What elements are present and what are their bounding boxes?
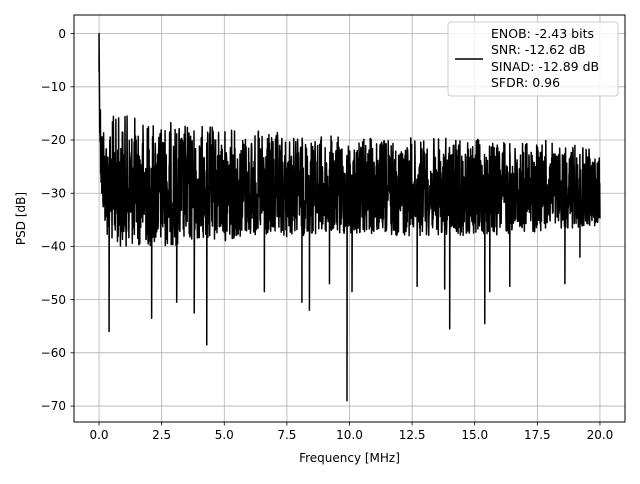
x-axis-label: Frequency [MHz] bbox=[299, 451, 400, 465]
x-tick-label: 5.0 bbox=[215, 428, 234, 442]
y-axis-label: PSD [dB] bbox=[14, 192, 28, 245]
y-tick-label: 0 bbox=[58, 27, 66, 41]
y-axis-ticks: 0 −10 −20 −30 −40 −50 −60 −70 bbox=[41, 27, 74, 413]
x-tick-label: 17.5 bbox=[524, 428, 551, 442]
legend-line-snr: SNR: -12.62 dB bbox=[491, 42, 586, 57]
plot-series bbox=[98, 32, 601, 402]
legend-line-sinad: SINAD: -12.89 dB bbox=[491, 59, 599, 74]
y-tick-label: −10 bbox=[41, 80, 66, 94]
x-tick-label: 10.0 bbox=[336, 428, 363, 442]
x-tick-label: 0.0 bbox=[89, 428, 108, 442]
y-tick-label: −60 bbox=[41, 346, 66, 360]
x-tick-label: 15.0 bbox=[461, 428, 488, 442]
x-axis-ticks: 0.0 2.5 5.0 7.5 10.0 12.5 15.0 17.5 20.0 bbox=[89, 422, 613, 442]
legend-line-enob: ENOB: -2.43 bits bbox=[491, 26, 594, 41]
x-tick-label: 2.5 bbox=[152, 428, 171, 442]
y-tick-label: −40 bbox=[41, 240, 66, 254]
psd-series-line bbox=[98, 32, 601, 402]
y-tick-label: −70 bbox=[41, 399, 66, 413]
x-tick-label: 12.5 bbox=[399, 428, 426, 442]
legend-line-sfdr: SFDR: 0.96 bbox=[491, 75, 560, 90]
x-tick-label: 20.0 bbox=[587, 428, 614, 442]
y-tick-label: −30 bbox=[41, 186, 66, 200]
legend[interactable]: ENOB: -2.43 bits SNR: -12.62 dB SINAD: -… bbox=[447, 21, 619, 97]
y-tick-label: −50 bbox=[41, 293, 66, 307]
y-tick-label: −20 bbox=[41, 133, 66, 147]
x-tick-label: 7.5 bbox=[277, 428, 296, 442]
legend-box bbox=[447, 21, 619, 97]
